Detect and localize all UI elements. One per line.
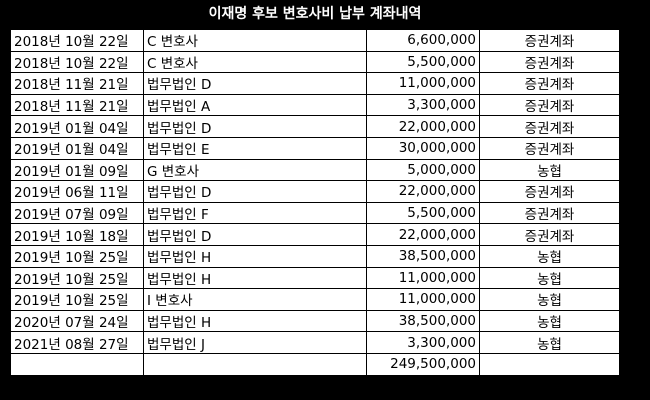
table-row: 2019년 10월 18일 법무법인 D 22,000,000 증권계좌	[10, 223, 620, 246]
date-cell: 2018년 10월 22일	[10, 29, 144, 52]
date-cell: 2020년 07월 24일	[10, 309, 144, 333]
amount-cell: 5,500,000	[366, 201, 480, 225]
table-row: 2019년 10월 25일 법무법인 H 38,500,000 농협	[10, 244, 620, 268]
account-cell: 증권계좌	[479, 72, 620, 95]
payee-cell: 법무법인 H	[143, 266, 367, 290]
table-row: 2019년 01월 04일 법무법인 D 22,000,000 증권계좌	[10, 115, 620, 138]
payee-cell: 법무법인 D	[143, 115, 367, 138]
table-row: 2021년 08월 27일 법무법인 J 3,300,000 농협	[10, 331, 620, 354]
date-cell: 2019년 06월 11일	[10, 180, 144, 203]
table-row: 2019년 10월 25일 I 변호사 11,000,000 농협	[10, 288, 620, 311]
amount-cell: 11,000,000	[366, 72, 480, 95]
date-cell: 2018년 11월 21일	[10, 93, 144, 117]
table-row: 2018년 11월 21일 법무법인 A 3,300,000 증권계좌	[10, 93, 620, 117]
table-row: 2019년 06월 11일 법무법인 D 22,000,000 증권계좌	[10, 180, 620, 203]
account-cell: 증권계좌	[479, 29, 620, 52]
payee-cell: 법무법인 F	[143, 201, 367, 225]
date-cell: 2019년 01월 04일	[10, 136, 144, 160]
payee-cell: 법무법인 E	[143, 136, 367, 160]
amount-cell: 22,000,000	[366, 115, 480, 138]
payment-table: 2018년 10월 22일 C 변호사 6,600,000 증권계좌 2018년 10월…	[10, 29, 620, 376]
date-cell: 2018년 10월 22일	[10, 50, 144, 74]
table-row: 2019년 07월 09일 법무법인 F 5,500,000 증권계좌	[10, 201, 620, 225]
amount-cell: 30,000,000	[366, 136, 480, 160]
payee-cell: 법무법인 D	[143, 223, 367, 246]
total-row: 249,500,000	[10, 352, 620, 376]
amount-cell: 22,000,000	[366, 180, 480, 203]
account-cell: 농협	[479, 244, 620, 268]
payee-cell: 법무법인 J	[143, 331, 367, 354]
payee-cell: C 변호사	[143, 50, 367, 74]
amount-cell: 5,000,000	[366, 158, 480, 182]
date-cell: 2019년 10월 25일	[10, 266, 144, 290]
table-row: 2019년 01월 09일 G 변호사 5,000,000 농협	[10, 158, 620, 182]
table-body: 2018년 10월 22일 C 변호사 6,600,000 증권계좌 2018년 10월…	[10, 29, 620, 376]
date-cell: 2019년 10월 25일	[10, 288, 144, 311]
payee-cell: I 변호사	[143, 288, 367, 311]
payee-cell: 법무법인 H	[143, 244, 367, 268]
account-cell: 증권계좌	[479, 180, 620, 203]
date-cell: 2019년 07월 09일	[10, 201, 144, 225]
account-cell: 농협	[479, 266, 620, 290]
table-row: 2018년 11월 21일 법무법인 D 11,000,000 증권계좌	[10, 72, 620, 95]
account-cell: 농협	[479, 158, 620, 182]
payee-cell: 법무법인 H	[143, 309, 367, 333]
account-cell: 증권계좌	[479, 115, 620, 138]
table-row: 2019년 10월 25일 법무법인 H 11,000,000 농협	[10, 266, 620, 290]
empty-cell	[479, 352, 620, 376]
account-cell: 농협	[479, 331, 620, 354]
amount-cell: 6,600,000	[366, 29, 480, 52]
date-cell: 2018년 11월 21일	[10, 72, 144, 95]
table-row: 2018년 10월 22일 C 변호사 6,600,000 증권계좌	[10, 29, 620, 52]
table-row: 2020년 07월 24일 법무법인 H 38,500,000 농협	[10, 309, 620, 333]
account-cell: 증권계좌	[479, 93, 620, 117]
amount-cell: 22,000,000	[366, 223, 480, 246]
empty-cell	[143, 352, 367, 376]
payee-cell: 법무법인 A	[143, 93, 367, 117]
table-row: 2018년 10월 22일 C 변호사 5,500,000 증권계좌	[10, 50, 620, 74]
total-cell: 249,500,000	[366, 352, 480, 376]
title: 이재명 후보 변호사비 납부 계좌내역	[208, 6, 422, 22]
amount-cell: 3,300,000	[366, 93, 480, 117]
account-cell: 농협	[479, 288, 620, 311]
date-cell: 2019년 01월 04일	[10, 115, 144, 138]
amount-cell: 5,500,000	[366, 50, 480, 74]
account-cell: 증권계좌	[479, 50, 620, 74]
amount-cell: 11,000,000	[366, 288, 480, 311]
payee-cell: C 변호사	[143, 29, 367, 52]
empty-cell	[10, 352, 144, 376]
account-cell: 증권계좌	[479, 201, 620, 225]
amount-cell: 38,500,000	[366, 309, 480, 333]
payee-cell: G 변호사	[143, 158, 367, 182]
table-row: 2019년 01월 04일 법무법인 E 30,000,000 증권계좌	[10, 136, 620, 160]
date-cell: 2021년 08월 27일	[10, 331, 144, 354]
amount-cell: 3,300,000	[366, 331, 480, 354]
payee-cell: 법무법인 D	[143, 72, 367, 95]
payee-cell: 법무법인 D	[143, 180, 367, 203]
amount-cell: 38,500,000	[366, 244, 480, 268]
date-cell: 2019년 01월 09일	[10, 158, 144, 182]
date-cell: 2019년 10월 25일	[10, 244, 144, 268]
date-cell: 2019년 10월 18일	[10, 223, 144, 246]
account-cell: 증권계좌	[479, 136, 620, 160]
account-cell: 농협	[479, 309, 620, 333]
amount-cell: 11,000,000	[366, 266, 480, 290]
account-cell: 증권계좌	[479, 223, 620, 246]
